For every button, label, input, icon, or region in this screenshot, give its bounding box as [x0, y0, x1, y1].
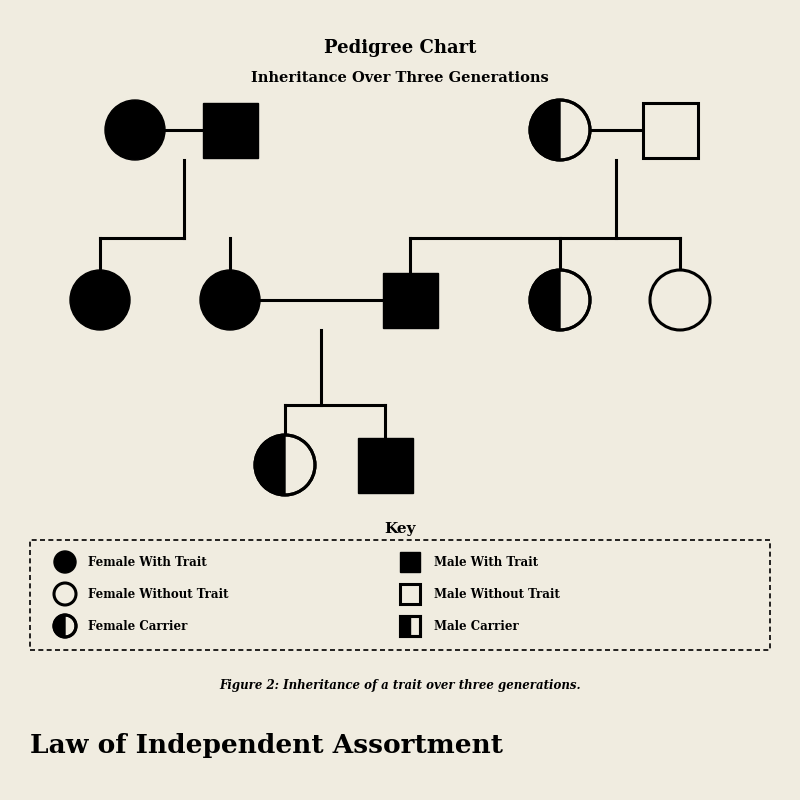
Circle shape — [650, 270, 710, 330]
Bar — [358, 438, 413, 493]
Wedge shape — [54, 615, 65, 637]
Text: Female Carrier: Female Carrier — [88, 619, 187, 633]
Bar — [400, 616, 420, 636]
Circle shape — [530, 270, 590, 330]
Circle shape — [54, 583, 76, 605]
Bar — [400, 584, 420, 604]
Circle shape — [530, 100, 590, 160]
Circle shape — [255, 435, 315, 495]
Circle shape — [54, 551, 76, 573]
Wedge shape — [530, 270, 560, 330]
Bar — [642, 102, 698, 158]
Text: Male With Trait: Male With Trait — [434, 555, 538, 569]
Text: Inheritance Over Three Generations: Inheritance Over Three Generations — [251, 71, 549, 85]
Bar — [202, 102, 258, 158]
Text: Figure 2: Inheritance of a trait over three generations.: Figure 2: Inheritance of a trait over th… — [219, 678, 581, 691]
Bar — [400, 616, 410, 636]
Circle shape — [105, 100, 165, 160]
Wedge shape — [530, 100, 560, 160]
Text: Male Carrier: Male Carrier — [434, 619, 518, 633]
Text: Pedigree Chart: Pedigree Chart — [324, 39, 476, 57]
Text: Male Without Trait: Male Without Trait — [434, 587, 560, 601]
Wedge shape — [255, 435, 285, 495]
Bar — [400, 552, 420, 572]
Text: Female Without Trait: Female Without Trait — [88, 587, 229, 601]
Circle shape — [200, 270, 260, 330]
Bar — [400, 616, 420, 636]
Text: Female With Trait: Female With Trait — [88, 555, 206, 569]
Text: Law of Independent Assortment: Law of Independent Assortment — [30, 733, 503, 758]
Bar — [382, 273, 438, 327]
Text: Key: Key — [384, 522, 416, 536]
Circle shape — [70, 270, 130, 330]
Bar — [30, 540, 770, 650]
Circle shape — [54, 615, 76, 637]
